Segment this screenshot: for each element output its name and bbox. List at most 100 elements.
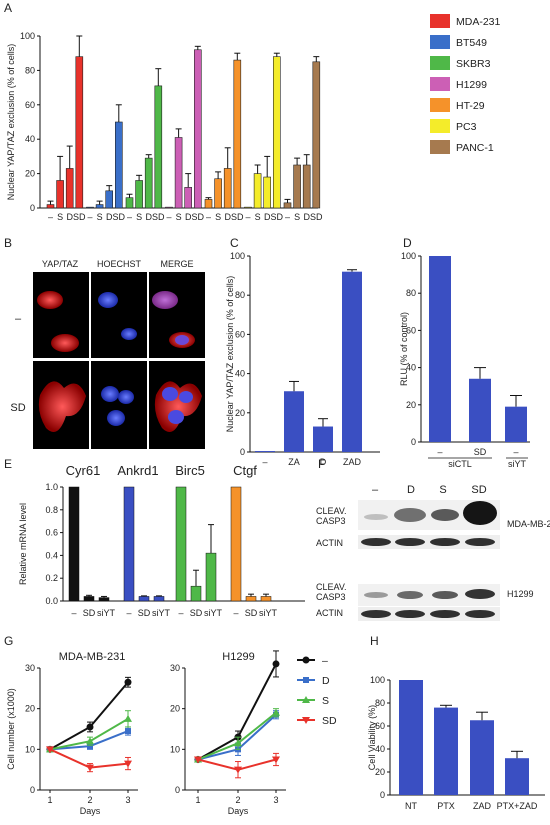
chart-e-bar: [205, 552, 217, 602]
chart-c-y-tick-label: 0: [240, 447, 245, 457]
chart-h-y-tick-label: 40: [375, 744, 385, 754]
chart-h-x-tick-label: ZAD: [473, 801, 492, 811]
chart-a-bar: [214, 178, 222, 209]
chart-a-x-tick-label: S: [255, 212, 261, 222]
chart-d-y-tick-label: 0: [411, 437, 416, 447]
blot-actin-h1299: [358, 607, 500, 621]
blot-label-cleav-1: CLEAV.: [316, 506, 347, 516]
chart-a-x-tick-label: SD: [73, 212, 86, 222]
legend-a-swatch: [430, 35, 450, 49]
chart-e-x-tick-label: –: [233, 608, 238, 618]
chart-e-bar: [138, 596, 150, 602]
chart-c-bar: [342, 271, 362, 452]
panel-label-f: F: [318, 457, 325, 471]
chart-g-point: [86, 723, 94, 731]
chart-g-point: [46, 746, 54, 754]
chart-g-x-label: Days: [228, 806, 249, 816]
chart-e-bar: [245, 596, 257, 602]
chart-g-legend-label: D: [322, 675, 330, 687]
blot-label-actin-2: ACTIN: [316, 608, 343, 618]
legend-a-label: SKBR3: [456, 58, 491, 70]
chart-a-x-tick-label: D: [66, 212, 73, 222]
chart-e-y-tick-label: 0.2: [45, 573, 58, 583]
blot-cell-line-mda: MDA-MB-231: [507, 519, 550, 529]
chart-g-point: [87, 743, 93, 750]
chart-c-x-tick-label: ZA: [288, 457, 300, 467]
chart-a-x-tick-label: –: [285, 212, 290, 222]
chart-a-bar: [105, 190, 113, 209]
chart-g-legend-marker: [302, 696, 310, 703]
chart-e-bar: [153, 596, 165, 602]
panel-b-micrographs: YAP/TAZ HOECHST MERGE – SD: [10, 259, 205, 449]
chart-a-bar: [154, 85, 163, 209]
panel-label-b: B: [4, 236, 12, 250]
chart-a-bar: [125, 197, 134, 209]
chart-d-group-label: siCTL: [448, 459, 472, 469]
chart-a-x-tick-label: SD: [271, 212, 284, 222]
chart-h-y-tick-label: 60: [375, 721, 385, 731]
chart-h-x-tick-label: PTX+ZAD: [497, 801, 538, 811]
chart-a-y-tick-label: 40: [25, 134, 35, 144]
chart-g-2-y-tick-label: 30: [170, 663, 180, 673]
chart-e-gene-title: Ankrd1: [117, 463, 158, 478]
legend-a-swatch: [430, 140, 450, 154]
legend-a-label: HT-29: [456, 100, 485, 112]
chart-c-bar: [255, 451, 275, 452]
legend-a-swatch: [430, 14, 450, 28]
legend-a-label: H1299: [456, 79, 487, 91]
chart-d-y-label: RLU (% of control): [399, 312, 409, 386]
chart-e-x-tick-label: siYT: [259, 608, 278, 618]
legend-a-swatch: [430, 119, 450, 133]
chart-a-bar: [244, 206, 252, 209]
blot-label-actin-1: ACTIN: [316, 538, 343, 548]
chart-g-1-y-tick-label: 30: [25, 663, 35, 673]
chart-d-x-tick-label: –: [513, 447, 518, 457]
chart-a-y-tick-label: 0: [30, 203, 35, 213]
chart-a-x-tick-label: D: [145, 212, 152, 222]
chart-a-x-tick-label: S: [97, 212, 103, 222]
chart-c-bar: [284, 391, 304, 452]
chart-d-y-tick-label: 40: [406, 363, 416, 373]
chart-e-bar: [175, 486, 187, 602]
chart-a-bar: [174, 137, 183, 209]
chart-a-x-tick-label: S: [294, 212, 300, 222]
col-header-hoechst: HOECHST: [97, 259, 142, 269]
chart-e-x-tick-label: SD: [245, 608, 258, 618]
lane-header-d: D: [407, 484, 415, 496]
legend-a-swatch: [430, 98, 450, 112]
chart-a-bar: [204, 199, 213, 209]
chart-g-point: [124, 678, 132, 686]
chart-c: 0 20 40 60 80 100 Nuclear YAP/TAZ exclusion (%…: [225, 251, 380, 467]
chart-a-bar: [263, 176, 272, 209]
blot-label-cleav-2: CLEAV.: [316, 582, 347, 592]
legend-a-label: PANC-1: [456, 142, 494, 154]
chart-e-x-tick-label: siYT: [204, 608, 223, 618]
chart-g-x-tick-label: 3: [273, 795, 278, 805]
chart-d-bar: [505, 406, 527, 442]
panel-label-d: D: [403, 236, 412, 250]
chart-d-x-tick-label: –: [437, 447, 442, 457]
chart-h-y-tick-label: 20: [375, 767, 385, 777]
chart-a-bar: [165, 206, 173, 209]
chart-g-legend-label: S: [322, 695, 329, 707]
chart-d-bar: [429, 256, 451, 442]
legend-a-swatch: [430, 77, 450, 91]
panel-label-a: A: [4, 1, 12, 15]
chart-g-point: [234, 766, 242, 774]
blot-label-casp3-1: CASP3: [316, 516, 346, 526]
chart-a-bar: [65, 168, 74, 209]
chart-a-y-label: Nuclear YAP/TAZ exclusion (% of cells): [6, 44, 16, 201]
chart-a-x-tick-label: –: [166, 212, 171, 222]
chart-e-y-label: Relative mRNA level: [18, 503, 28, 585]
blot-casp3-h1299: [358, 584, 500, 606]
chart-g-1-y-tick-label: 10: [25, 744, 35, 754]
legend-a-swatch: [430, 56, 450, 70]
chart-h-bar: [434, 707, 458, 795]
blot-label-casp3-2: CASP3: [316, 592, 346, 602]
chart-a-x-tick-label: SD: [310, 212, 323, 222]
chart-a-bar: [86, 206, 94, 209]
chart-g-x-tick-label: 2: [87, 795, 92, 805]
chart-e-x-tick-label: siYT: [152, 608, 171, 618]
chart-a-y-tick-label: 80: [25, 65, 35, 75]
chart-e-y-tick-label: 0.6: [45, 528, 58, 538]
